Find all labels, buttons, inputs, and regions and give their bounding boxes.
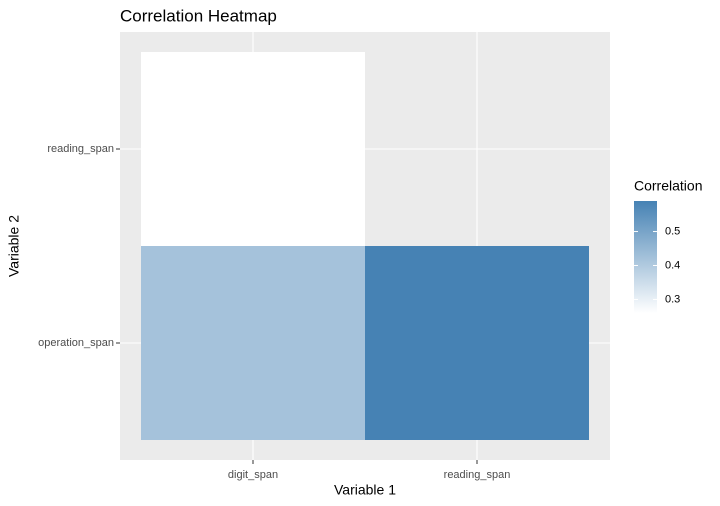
x-tick-label: digit_span: [228, 469, 278, 481]
x-axis-label: Variable 1: [334, 482, 396, 498]
heat-cell: [365, 246, 589, 440]
heat-cell: [141, 52, 365, 246]
x-tick-label: reading_span: [444, 469, 511, 481]
legend-title: Correlation: [634, 178, 702, 194]
chart-title: Correlation Heatmap: [120, 6, 277, 25]
colorbar-tick-label: 0.5: [665, 225, 680, 237]
y-tick-label: reading_span: [47, 143, 114, 155]
colorbar-tick-label: 0.3: [665, 293, 680, 305]
colorbar-tick-label: 0.4: [665, 259, 680, 271]
heat-cell: [141, 246, 365, 440]
y-tick-label: operation_span: [38, 337, 114, 349]
colorbar: [634, 201, 657, 313]
y-axis-label: Variable 2: [6, 215, 22, 277]
